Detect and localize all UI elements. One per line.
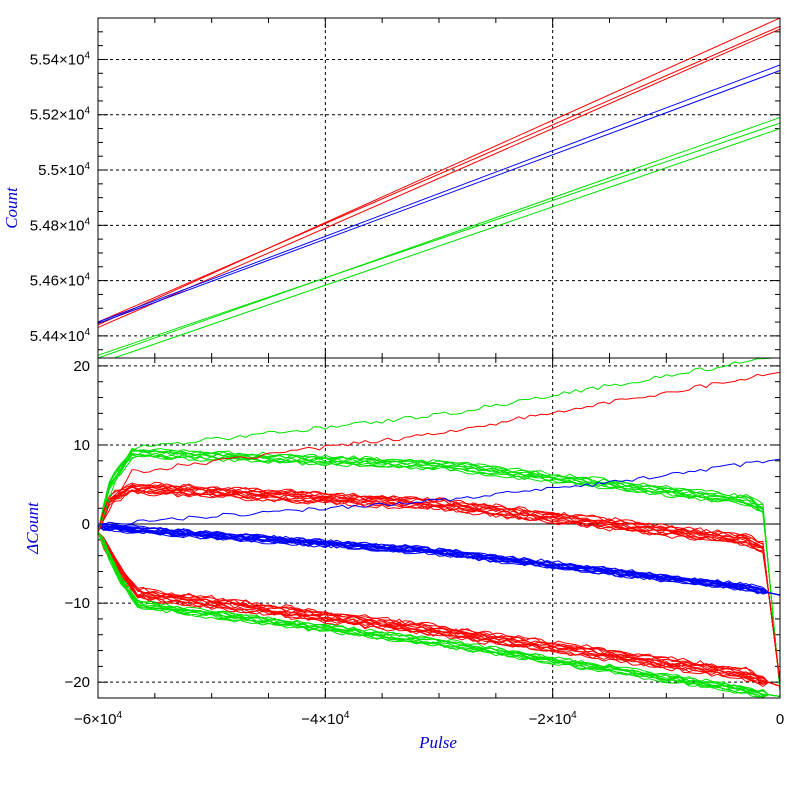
series-line <box>98 451 780 691</box>
series-line <box>98 483 780 683</box>
series-line <box>98 28 780 329</box>
series-line <box>98 531 780 687</box>
y-tick-label: 0 <box>82 516 90 533</box>
series-line <box>98 70 780 324</box>
series-line <box>98 458 780 525</box>
y-tick-label: 5.54×104 <box>30 50 91 68</box>
series-line <box>98 25 780 323</box>
series-line <box>98 484 780 683</box>
series-line <box>98 447 780 691</box>
x-tick-label: −2×104 <box>529 710 578 728</box>
top-panel: 5.44×104 5.46×104 5.48×104 5.5×104 5.52×104 5… <box>30 17 781 359</box>
y-tick-label: 5.48×104 <box>30 216 91 234</box>
series-line <box>98 531 780 687</box>
series-line <box>98 448 780 691</box>
x-tick-label: −4×104 <box>301 710 350 728</box>
plot-frame <box>97 357 781 699</box>
series-line <box>98 531 780 687</box>
x-tick-label: 0 <box>776 711 784 728</box>
y-tick-label: −10 <box>65 595 90 612</box>
series-line <box>98 371 780 533</box>
series-line <box>98 484 780 683</box>
series-line <box>98 531 780 697</box>
series-line <box>98 64 780 323</box>
series-line <box>98 449 780 691</box>
x-axis-label: Pulse <box>418 733 457 752</box>
bottom-panel: −20 −10 0 10 20 −6×104 −4×104 −2×104 0 <box>65 357 784 728</box>
top-y-axis-label: Count <box>2 186 21 229</box>
series-line <box>98 486 780 683</box>
series-line <box>98 489 780 683</box>
y-tick-label: 5.5×104 <box>38 161 90 179</box>
x-tick-label: −6×104 <box>74 710 123 728</box>
y-tick-label: −20 <box>65 674 90 691</box>
series-line <box>98 122 780 356</box>
plot-frame <box>97 17 781 359</box>
y-tick-label: 20 <box>73 358 90 375</box>
series-group <box>98 358 780 698</box>
series-line <box>98 483 780 683</box>
bottom-y-axis-label: ΔCount <box>23 501 42 555</box>
series-line <box>98 531 780 697</box>
series-line <box>98 489 780 683</box>
series-line <box>98 522 780 596</box>
series-line <box>98 531 780 698</box>
series-line <box>98 531 780 688</box>
series-line <box>98 481 780 683</box>
series-line <box>112 128 780 358</box>
series-line <box>98 117 780 358</box>
series-line <box>98 531 780 697</box>
series-line <box>98 18 780 326</box>
series-line <box>98 524 780 596</box>
y-tick-label: 5.46×104 <box>30 272 91 290</box>
y-tick-label: 10 <box>73 437 90 454</box>
series-line <box>98 485 780 683</box>
y-tick-label: 5.44×104 <box>30 327 91 345</box>
series-line <box>98 450 780 691</box>
series-line <box>98 490 780 683</box>
series-group <box>98 18 780 358</box>
series-line <box>98 358 774 533</box>
series-line <box>98 483 780 683</box>
series-line <box>98 531 780 687</box>
y-tick-label: 5.52×104 <box>30 106 91 124</box>
